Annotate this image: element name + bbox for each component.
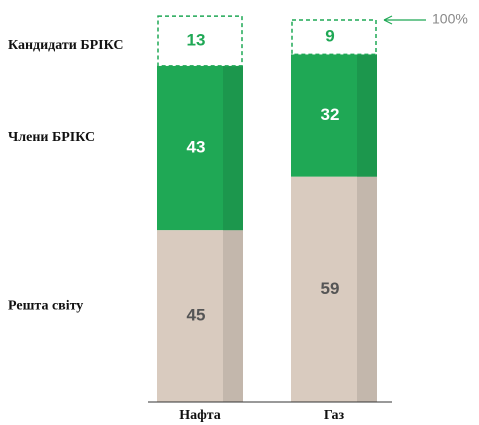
x-tick-label: Нафта [179, 408, 221, 423]
bar-segment-shade [357, 176, 377, 402]
legend-label: Кандидати БРІКС [8, 38, 124, 53]
bar-segment-shade [223, 230, 243, 402]
bar-segment [291, 19, 377, 56]
legend-label: Решта світу [8, 298, 83, 313]
value-label: 32 [321, 105, 340, 124]
bar-segment-shade [223, 65, 243, 231]
bar-segment [157, 15, 243, 67]
legend-label: Члени БРІКС [8, 130, 95, 145]
value-label: 45 [187, 306, 206, 325]
value-label: 59 [321, 279, 340, 298]
value-label: 13 [187, 30, 206, 49]
value-label: 9 [325, 27, 334, 46]
annotation: 100% [432, 11, 468, 27]
annotation-arrowhead [383, 15, 393, 25]
x-tick-label: Газ [324, 408, 345, 423]
bar-segment-shade [357, 54, 377, 177]
value-label: 43 [187, 137, 206, 156]
